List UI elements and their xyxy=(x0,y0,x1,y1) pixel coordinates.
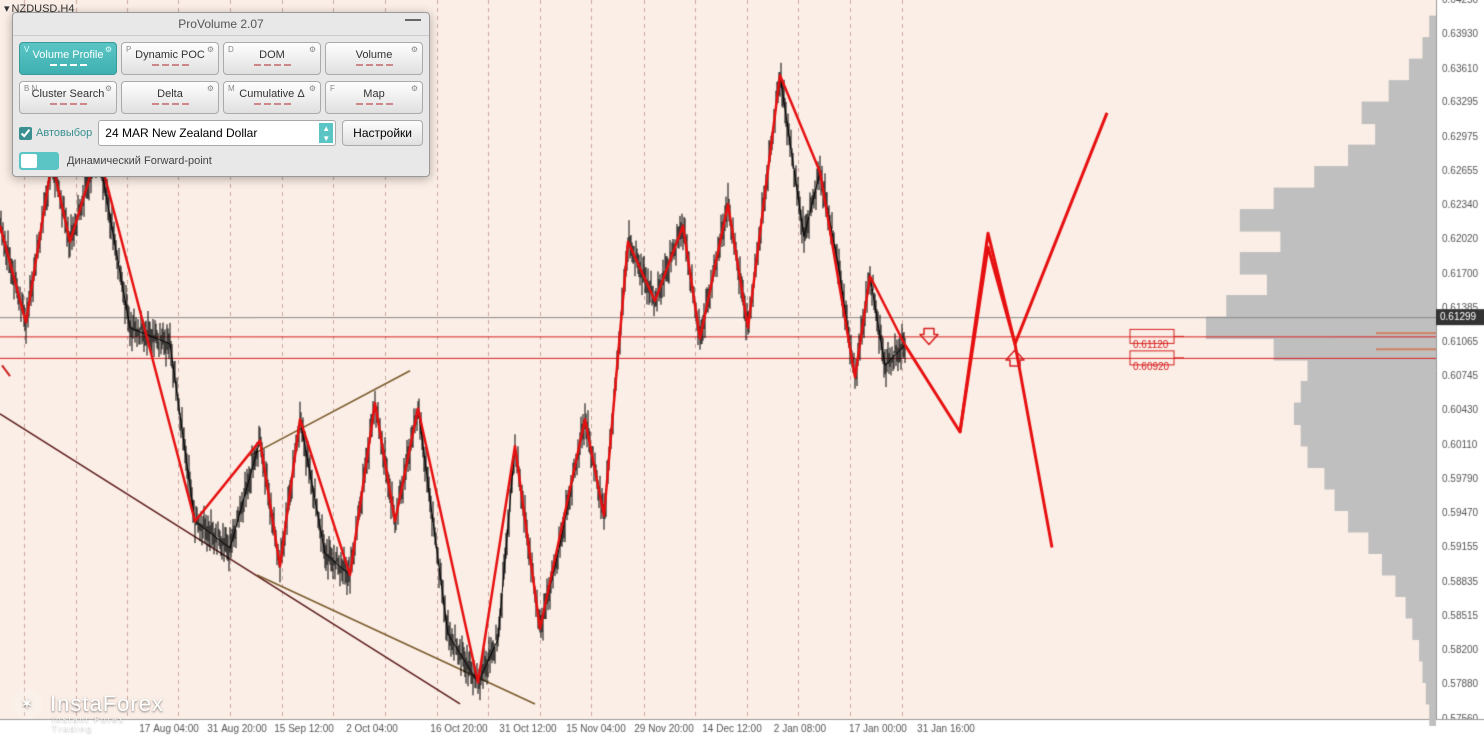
tool-volume[interactable]: ⚙Volume xyxy=(325,42,423,75)
chart-root: ▾ NZDUSD,H4 ProVolume 2.07 V⚙Volume Prof… xyxy=(0,0,1484,741)
tool-volume-profile[interactable]: V⚙Volume Profile xyxy=(19,42,117,75)
instrument-row: Автовыбор 24 MAR New Zealand Dollar ▲ ▼ … xyxy=(19,120,423,146)
tool-map[interactable]: F⚙Map xyxy=(325,81,423,114)
tool-delta[interactable]: ⚙Delta xyxy=(121,81,219,114)
tool-cumulative-[interactable]: M⚙Cumulative Δ xyxy=(223,81,321,114)
autoselect-checkbox[interactable]: Автовыбор xyxy=(19,127,92,140)
autoselect-input[interactable] xyxy=(19,127,32,140)
tool-cluster-search[interactable]: B N⚙Cluster Search xyxy=(19,81,117,114)
tool-dom[interactable]: D⚙DOM xyxy=(223,42,321,75)
brand-watermark: ✶ InstaForex Instant Forex Trading xyxy=(12,689,164,719)
dialog-title: ProVolume 2.07 xyxy=(178,17,263,31)
fwd-point-row: Динамический Forward-point xyxy=(19,152,423,170)
chevron-down-icon[interactable]: ▼ xyxy=(319,133,333,143)
provolume-dialog[interactable]: ProVolume 2.07 V⚙Volume ProfileP⚙Dynamic… xyxy=(12,12,430,177)
dialog-body: V⚙Volume ProfileP⚙Dynamic POCD⚙DOM⚙Volum… xyxy=(13,36,429,176)
tool-row-2: B N⚙Cluster Search⚙DeltaM⚙Cumulative ΔF⚙… xyxy=(19,81,423,114)
settings-button[interactable]: Настройки xyxy=(342,120,423,146)
logo-icon: ✶ xyxy=(12,689,42,719)
fwd-point-toggle[interactable] xyxy=(19,152,59,170)
chevron-up-icon[interactable]: ▲ xyxy=(319,123,333,133)
minimize-icon[interactable] xyxy=(405,19,421,21)
dialog-titlebar[interactable]: ProVolume 2.07 xyxy=(13,13,429,36)
tool-row-1: V⚙Volume ProfileP⚙Dynamic POCD⚙DOM⚙Volum… xyxy=(19,42,423,75)
tool-dynamic-poc[interactable]: P⚙Dynamic POC xyxy=(121,42,219,75)
instrument-spinner[interactable]: ▲ ▼ xyxy=(319,123,333,143)
instrument-select[interactable]: 24 MAR New Zealand Dollar ▲ ▼ xyxy=(98,120,336,146)
